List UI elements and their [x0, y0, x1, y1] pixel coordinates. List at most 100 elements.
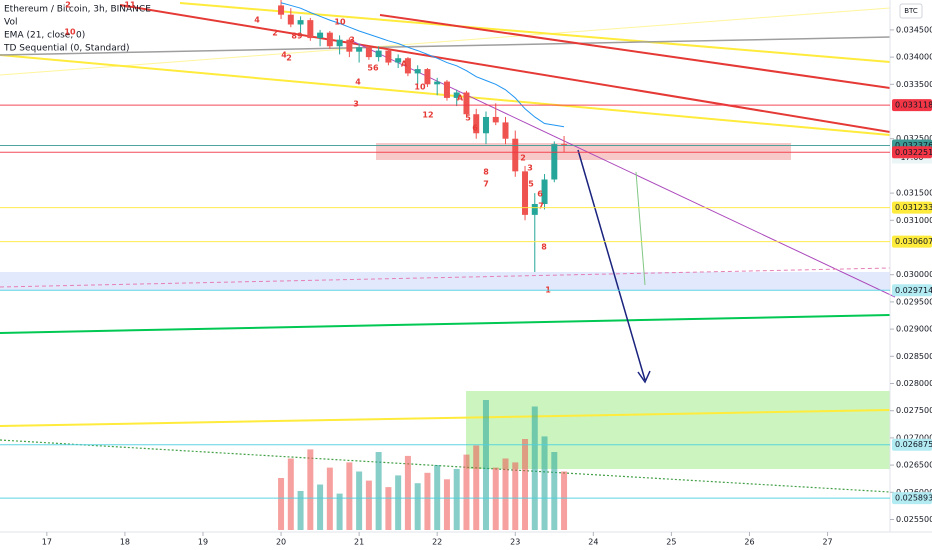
candle-body [473, 114, 480, 134]
trend-line [349, 39, 896, 298]
volume-bar [473, 445, 480, 530]
volume-bar [463, 454, 470, 530]
td-label: 2 [272, 29, 278, 38]
volume-bar [326, 467, 333, 530]
td-label: 10 [414, 83, 426, 92]
volume-bar [404, 455, 411, 530]
td-label: 7 [538, 202, 544, 211]
volume-bar [434, 465, 441, 530]
candle-body [375, 50, 382, 58]
td-label: 6 [537, 190, 543, 199]
volume-bar [561, 471, 568, 530]
y-tick-label: 0.028500 [896, 352, 932, 361]
td-label: 89 [291, 32, 303, 41]
volume-bar [375, 452, 382, 530]
y-tick-label: 0.027500 [896, 406, 932, 415]
price-tag [892, 235, 932, 248]
y-tick-label: 0.027000 [896, 433, 932, 442]
price-tag-label: 0.032251 [895, 148, 932, 157]
td-label: 7 [483, 180, 489, 189]
candle-body [551, 144, 558, 180]
td-label: 3 [527, 164, 533, 173]
volume-bar [317, 484, 324, 530]
trend-line [379, 14, 891, 89]
candle-body [385, 50, 392, 63]
td-label: 11 [124, 1, 136, 10]
target-zone [466, 391, 890, 469]
volume-bar [287, 458, 294, 530]
currency-badge [899, 3, 923, 19]
candle-body [434, 81, 441, 85]
td-label: 5 [528, 180, 534, 189]
td-label: 3 [353, 100, 359, 109]
td-label: 6 [472, 124, 478, 133]
x-tick-label: 23 [510, 538, 520, 547]
price-tag-label: 0.029714 [895, 286, 932, 295]
trend-line [0, 409, 891, 427]
candle-body [463, 92, 470, 115]
x-tick-label: 24 [588, 538, 598, 547]
plot [278, 0, 568, 530]
td-label: 4 [355, 78, 361, 87]
candle-body [356, 47, 363, 52]
x-tick-label: 22 [432, 538, 442, 547]
candle-body [482, 116, 489, 134]
volume-bar [297, 491, 304, 530]
price-tag [892, 284, 932, 297]
projection-arrow [577, 149, 646, 381]
indicator-label: TD Sequential (0, Standard) [3, 44, 130, 54]
candle-body [531, 203, 538, 215]
trend-line [0, 36, 891, 56]
candle-body [307, 20, 314, 39]
price-tag [892, 201, 932, 214]
trend-line [179, 2, 891, 63]
candle-body [561, 144, 568, 146]
td-label: 2 [65, 1, 71, 10]
volume-bar [512, 462, 519, 530]
volume-bar [443, 479, 450, 530]
support-zone [0, 272, 890, 290]
td-label: 5 [465, 114, 471, 123]
resistance-zone [376, 143, 791, 160]
candle-body [492, 116, 499, 123]
price-tag [892, 146, 932, 159]
candle-body [326, 32, 333, 47]
volume-bar [395, 475, 402, 530]
candle-body [424, 69, 431, 85]
candle-body [502, 122, 509, 139]
x-tick-label: 26 [744, 538, 754, 547]
ema-line [280, 2, 565, 128]
trend-line [0, 7, 891, 76]
candle-body [404, 58, 411, 74]
y-tick-label: 0.034000 [896, 53, 932, 62]
x-tick-label: 18 [120, 538, 130, 547]
volume-bar [541, 436, 548, 530]
price-tag-label: 0.025893 [895, 494, 932, 503]
y-tick-label: 0.026500 [896, 461, 932, 470]
trend-line [0, 314, 891, 334]
volume-bar [531, 406, 538, 530]
y-tick-label: 0.029500 [896, 297, 932, 306]
x-tick-label: 19 [198, 538, 208, 547]
price-tag [892, 438, 932, 451]
arrow-head [637, 370, 651, 384]
price-tag-label: 0.026875 [895, 440, 932, 449]
x-tick-label: 17 [42, 538, 52, 547]
candle-body [336, 39, 343, 47]
y-tick-label: 0.030000 [896, 270, 932, 279]
volume-bar [307, 449, 314, 530]
td-label: A [457, 94, 464, 103]
candle-body [317, 32, 324, 39]
price-tag-label: 0.033118 [895, 101, 932, 110]
candle-body [278, 5, 285, 15]
candle-body [414, 69, 421, 74]
volume-bar [502, 458, 509, 530]
td-label: 10 [334, 18, 346, 27]
td-label: 10 [64, 28, 76, 37]
y-tick-label: 0.028000 [896, 379, 932, 388]
td-label: 56 [367, 64, 379, 73]
projection-line [635, 171, 646, 286]
candle-body [395, 58, 402, 63]
volume-bar [414, 483, 421, 530]
